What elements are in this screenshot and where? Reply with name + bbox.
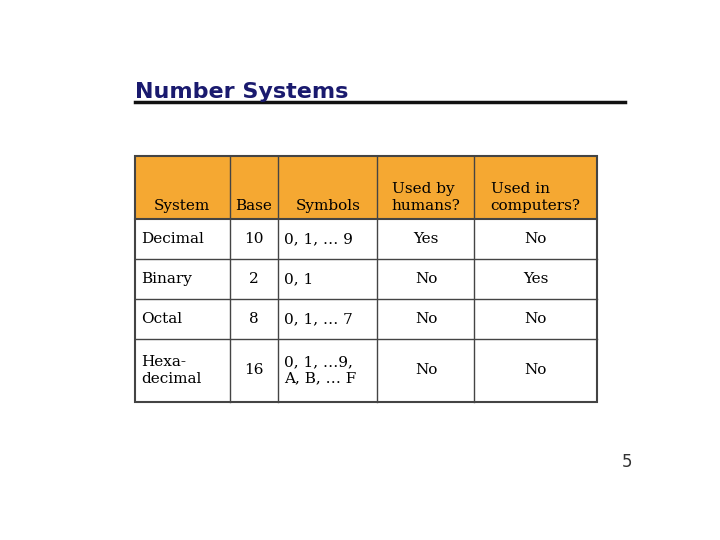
Text: 0, 1, … 7: 0, 1, … 7 bbox=[284, 312, 353, 326]
Text: Number Systems: Number Systems bbox=[135, 82, 348, 102]
Text: Yes: Yes bbox=[523, 272, 549, 286]
Text: 0, 1, …9,
A, B, … F: 0, 1, …9, A, B, … F bbox=[284, 355, 356, 386]
Bar bbox=[135, 339, 597, 402]
Text: 0, 1: 0, 1 bbox=[284, 272, 314, 286]
Text: 2: 2 bbox=[249, 272, 258, 286]
Text: Symbols: Symbols bbox=[295, 199, 360, 213]
Bar bbox=[135, 219, 597, 259]
Text: Used in
computers?: Used in computers? bbox=[490, 183, 580, 213]
Text: No: No bbox=[415, 312, 437, 326]
Text: No: No bbox=[524, 232, 546, 246]
Text: Binary: Binary bbox=[141, 272, 192, 286]
Text: Used by
humans?: Used by humans? bbox=[392, 183, 460, 213]
Text: No: No bbox=[415, 272, 437, 286]
Text: No: No bbox=[524, 363, 546, 377]
Text: 5: 5 bbox=[622, 454, 632, 471]
Bar bbox=[135, 299, 597, 339]
Text: Hexa-
decimal: Hexa- decimal bbox=[141, 355, 202, 386]
Text: 10: 10 bbox=[244, 232, 264, 246]
Text: Yes: Yes bbox=[413, 232, 438, 246]
Bar bbox=[135, 259, 597, 299]
Bar bbox=[135, 156, 597, 402]
Text: Octal: Octal bbox=[141, 312, 182, 326]
Text: No: No bbox=[415, 363, 437, 377]
Text: No: No bbox=[524, 312, 546, 326]
Bar bbox=[135, 156, 597, 219]
Text: 16: 16 bbox=[244, 363, 264, 377]
Text: 8: 8 bbox=[249, 312, 258, 326]
Text: Decimal: Decimal bbox=[141, 232, 204, 246]
Text: Base: Base bbox=[235, 199, 272, 213]
Text: 0, 1, … 9: 0, 1, … 9 bbox=[284, 232, 354, 246]
Text: System: System bbox=[154, 199, 210, 213]
